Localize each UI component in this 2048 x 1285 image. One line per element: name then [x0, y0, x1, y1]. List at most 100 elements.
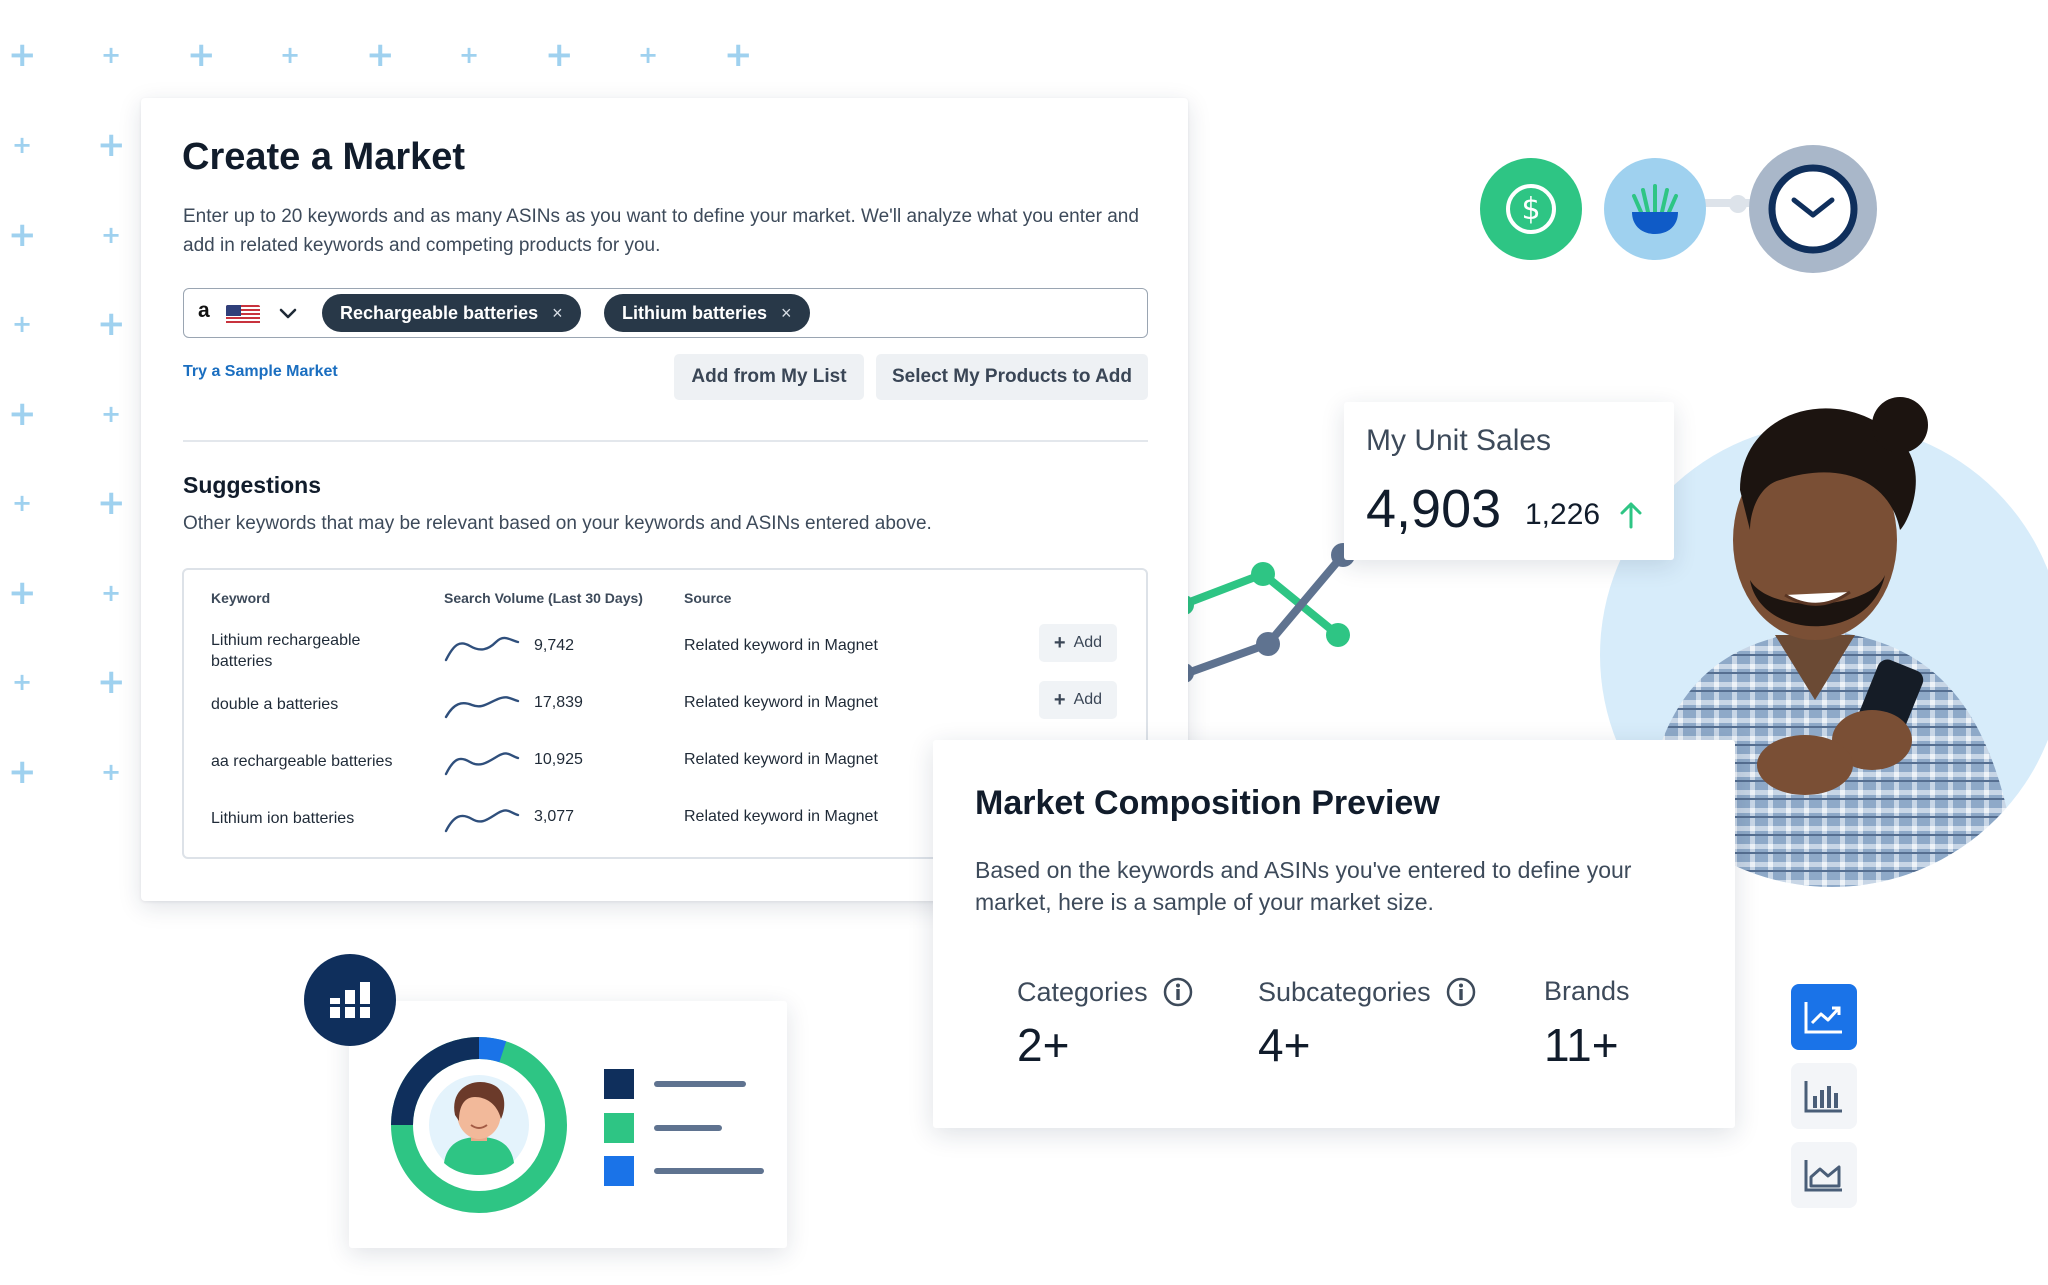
connector-dot	[1729, 195, 1747, 213]
plant-circle	[1604, 158, 1706, 260]
plus-decoration: +	[12, 489, 33, 517]
plus-decoration: +	[101, 41, 122, 69]
bar-chart-icon	[330, 982, 370, 1018]
suggestions-description: Other keywords that may be relevant base…	[183, 513, 932, 534]
plus-decoration: +	[8, 215, 37, 255]
market-composition-description: Based on the keywords and ASINs you've e…	[975, 857, 1632, 915]
plus-decoration: +	[101, 758, 122, 786]
sparkline-icon	[444, 752, 520, 776]
audience-donut-card	[349, 1001, 787, 1248]
legend-line	[654, 1125, 722, 1131]
plus-decoration: +	[101, 400, 122, 428]
unit-sales-label: My Unit Sales	[1366, 424, 1552, 457]
unit-sales-value: 4,903	[1366, 479, 1502, 539]
keyword-input[interactable]: a Rechargeable batteries × Lithium batte…	[183, 288, 1148, 338]
legend-swatch	[604, 1156, 634, 1186]
source-cell: Related keyword in Magnet	[684, 751, 878, 768]
subcategories-value: 4+	[1258, 1019, 1311, 1071]
plus-decoration: +	[638, 41, 659, 69]
search-volume-cell: 3,077	[534, 808, 575, 825]
keyword-cell: Lithium rechargeable batteries	[211, 632, 361, 670]
legend-line	[654, 1081, 746, 1087]
add-keyword-button[interactable]: + Add	[1039, 624, 1117, 662]
categories-value: 2+	[1017, 1019, 1070, 1071]
try-sample-market-link[interactable]: Try a Sample Market	[183, 363, 338, 380]
sparkline-icon	[444, 809, 520, 833]
clock-circle	[1749, 145, 1877, 273]
table-row: Lithium ion batteries 3,077 Related keyw…	[184, 801, 1146, 857]
plus-decoration: +	[459, 41, 480, 69]
donut-segment	[478, 1037, 507, 1063]
section-divider	[183, 440, 1148, 442]
donut-segment	[391, 1037, 480, 1126]
table-row: double a batteries 17,839 Related keywor…	[184, 681, 1146, 745]
info-icon[interactable]	[1445, 976, 1477, 1008]
plus-decoration: +	[8, 573, 37, 613]
avatar	[444, 1082, 514, 1175]
plus-icon: +	[1053, 688, 1066, 711]
plus-decoration: +	[12, 310, 33, 338]
column-header-search-volume: Search Volume (Last 30 Days)	[444, 590, 643, 606]
amazon-logo-icon: a	[198, 299, 210, 322]
bar-chart-button[interactable]	[1791, 1063, 1857, 1129]
plus-decoration: +	[8, 752, 37, 792]
keyword-cell: Lithium ion batteries	[211, 810, 355, 827]
keyword-cell: double a batteries	[211, 696, 339, 713]
add-keyword-button[interactable]: + Add	[1039, 681, 1117, 719]
select-my-products-button[interactable]: Select My Products to Add	[876, 354, 1148, 400]
area-chart-button[interactable]	[1791, 1142, 1857, 1208]
source-cell: Related keyword in Magnet	[684, 694, 878, 711]
svg-text:$: $	[1521, 192, 1540, 227]
trend-up-arrow-icon	[1620, 502, 1642, 529]
area-chart-icon	[1804, 1160, 1842, 1192]
source-cell: Related keyword in Magnet	[684, 637, 878, 654]
column-header-keyword: Keyword	[211, 590, 271, 606]
plus-decoration: +	[101, 221, 122, 249]
info-icon[interactable]	[1162, 976, 1194, 1008]
legend-line	[654, 1168, 764, 1174]
plus-decoration: +	[724, 35, 753, 75]
search-volume-cell: 17,839	[534, 694, 583, 711]
us-flag-icon	[226, 305, 260, 325]
remove-chip-icon[interactable]: ×	[781, 302, 792, 323]
unit-sales-delta: 1,226	[1525, 498, 1601, 531]
categories-label: Categories	[1017, 976, 1194, 1008]
table-row: aa rechargeable batteries 10,925 Related…	[184, 744, 1146, 802]
plus-icon: +	[1053, 631, 1066, 654]
plus-decoration: +	[97, 125, 126, 165]
donut-chart	[391, 1037, 567, 1213]
market-composition-title: Market Composition Preview	[975, 784, 1440, 822]
plus-decoration: +	[97, 662, 126, 702]
plus-decoration: +	[366, 35, 395, 75]
source-cell: Related keyword in Magnet	[684, 808, 878, 825]
plus-decoration: +	[97, 304, 126, 344]
remove-chip-icon[interactable]: ×	[552, 302, 563, 323]
plus-decoration: +	[101, 579, 122, 607]
table-row: Lithium rechargeable batteries 9,742 Rel…	[184, 624, 1146, 688]
create-market-description: Enter up to 20 keywords and as many ASIN…	[183, 206, 1139, 256]
plus-decoration: +	[8, 35, 37, 75]
suggestions-table: Keyword Search Volume (Last 30 Days) Sou…	[182, 568, 1148, 859]
plus-decoration: +	[97, 483, 126, 523]
line-chart-button[interactable]	[1791, 984, 1857, 1050]
search-volume-cell: 10,925	[534, 751, 583, 768]
legend-swatch	[604, 1069, 634, 1099]
column-header-source: Source	[684, 590, 732, 606]
plus-decoration: +	[12, 131, 33, 159]
keyword-chip[interactable]: Rechargeable batteries ×	[322, 294, 581, 332]
create-market-title: Create a Market	[182, 136, 466, 178]
keyword-chip-label: Lithium batteries	[622, 302, 768, 323]
search-volume-cell: 9,742	[534, 637, 575, 654]
suggestions-title: Suggestions	[183, 472, 322, 498]
keyword-chip[interactable]: Lithium batteries ×	[604, 294, 810, 332]
dollar-icon: $	[1506, 184, 1556, 234]
dollar-circle: $	[1480, 158, 1582, 260]
legend-swatch	[604, 1113, 634, 1143]
add-from-my-list-button[interactable]: Add from My List	[674, 354, 864, 400]
connector-line-chart-decoration	[1180, 543, 1355, 683]
clock-icon	[1768, 164, 1858, 254]
sparkline-icon	[444, 696, 520, 719]
chevron-down-icon[interactable]	[276, 301, 300, 325]
subcategories-label: Subcategories	[1258, 976, 1477, 1008]
plant-icon	[1632, 184, 1678, 234]
